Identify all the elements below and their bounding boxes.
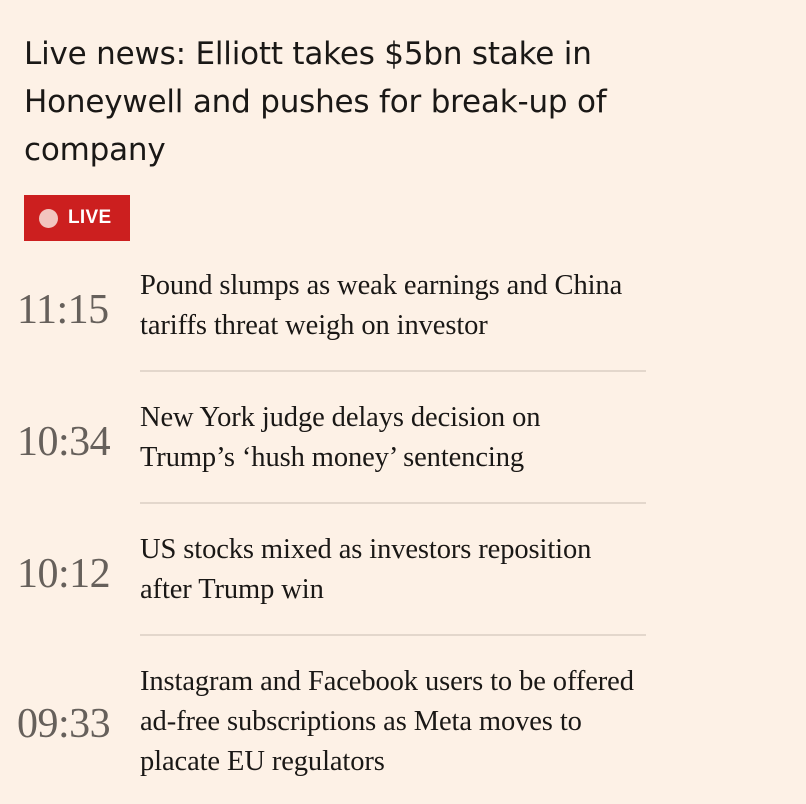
- live-badge[interactable]: LIVE: [24, 195, 130, 241]
- page-title[interactable]: Live news: Elliott takes $5bn stake in H…: [24, 36, 607, 168]
- live-dot-icon: [39, 208, 58, 228]
- live-badge-label: LIVE: [68, 207, 112, 228]
- feed-item-time: 10:34: [17, 419, 111, 465]
- feed-divider: [140, 502, 646, 504]
- feed-item-time: 09:33: [17, 701, 111, 747]
- feed-item-title[interactable]: Pound slumps as weak earnings and China …: [140, 270, 623, 341]
- feed-item-title[interactable]: Instagram and Facebook users to be offer…: [140, 666, 634, 777]
- feed-item-time: 11:15: [17, 287, 109, 333]
- feed-divider: [140, 370, 646, 372]
- feed-item-title[interactable]: US stocks mixed as investors reposition …: [140, 534, 592, 605]
- feed-item-title[interactable]: New York judge delays decision on Trump’…: [140, 402, 541, 473]
- feed-item-time: 10:12: [17, 551, 111, 597]
- feed-divider: [140, 634, 646, 636]
